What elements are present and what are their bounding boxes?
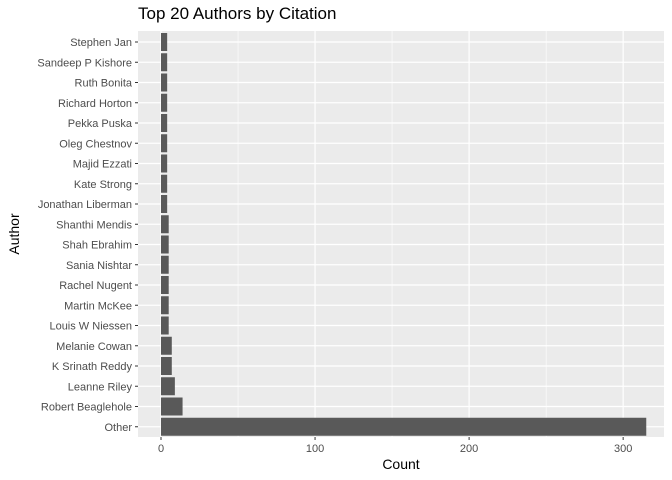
y-tick-label: Shah Ebrahim — [62, 240, 132, 252]
y-tick-label: Martin McKee — [64, 300, 132, 312]
bar — [161, 73, 168, 92]
bar — [161, 296, 169, 315]
x-tick-label: 0 — [158, 443, 164, 455]
bar — [161, 215, 169, 234]
y-tick-label: Leanne Riley — [68, 381, 133, 393]
bar — [161, 174, 168, 193]
x-axis-ticks: 0 100 200 300 — [158, 437, 632, 455]
x-tick-label: 300 — [614, 443, 632, 455]
y-tick-label: Sania Nishtar — [66, 260, 132, 272]
minor-gridlines — [237, 31, 547, 437]
x-tick-label: 100 — [306, 443, 324, 455]
x-axis-title: Count — [382, 456, 419, 472]
major-gridlines — [138, 31, 664, 437]
bar — [161, 336, 172, 355]
y-tick-label: Pekka Puska — [68, 118, 133, 130]
y-tick-label: Other — [104, 422, 132, 434]
y-tick-label: Robert Beaglehole — [41, 402, 132, 414]
y-tick-label: Jonathan Liberman — [38, 199, 132, 211]
bar — [161, 195, 168, 213]
y-tick-label: Majid Ezzati — [73, 159, 132, 171]
y-tick-label: Melanie Cowan — [56, 341, 132, 353]
y-tick-label: Richard Horton — [58, 98, 132, 110]
y-axis-ticks: Stephen Jan Sandeep P Kishore Ruth Bonita R… — [37, 37, 138, 434]
bar — [161, 357, 172, 375]
y-axis-title: Author — [6, 213, 22, 255]
y-tick-label: Sandeep P Kishore — [37, 57, 132, 69]
bar — [161, 93, 168, 112]
y-tick-label: K Srinath Reddy — [52, 361, 133, 373]
y-tick-label: Oleg Chestnov — [59, 138, 132, 150]
bar — [161, 397, 183, 416]
y-tick-label: Rachel Nugent — [59, 280, 132, 292]
bar — [161, 417, 647, 436]
bar — [161, 377, 175, 396]
y-tick-label: Ruth Bonita — [75, 78, 133, 90]
bar — [161, 134, 168, 153]
bar — [161, 53, 168, 72]
bar — [161, 235, 169, 254]
bar — [161, 154, 168, 173]
y-tick-label: Stephen Jan — [70, 37, 132, 49]
bar — [161, 255, 169, 274]
y-tick-label: Kate Strong — [74, 179, 132, 191]
bar — [161, 33, 168, 51]
bar — [161, 114, 168, 132]
bars — [161, 33, 647, 436]
bar — [161, 316, 169, 335]
bar — [161, 276, 169, 294]
y-tick-label: Louis W Niessen — [49, 321, 132, 333]
x-tick-label: 200 — [460, 443, 478, 455]
chart-title: Top 20 Authors by Citation — [138, 4, 336, 23]
plot-panel — [138, 31, 664, 437]
y-tick-label: Shanthi Mendis — [56, 219, 132, 231]
